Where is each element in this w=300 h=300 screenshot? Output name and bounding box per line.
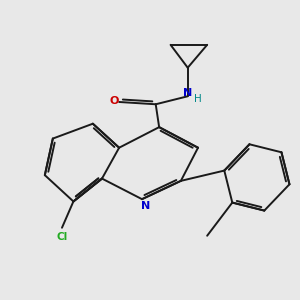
Text: O: O bbox=[109, 95, 119, 106]
Text: Cl: Cl bbox=[56, 232, 68, 242]
Text: N: N bbox=[182, 88, 192, 98]
Text: H: H bbox=[194, 94, 202, 103]
Text: N: N bbox=[141, 201, 150, 211]
